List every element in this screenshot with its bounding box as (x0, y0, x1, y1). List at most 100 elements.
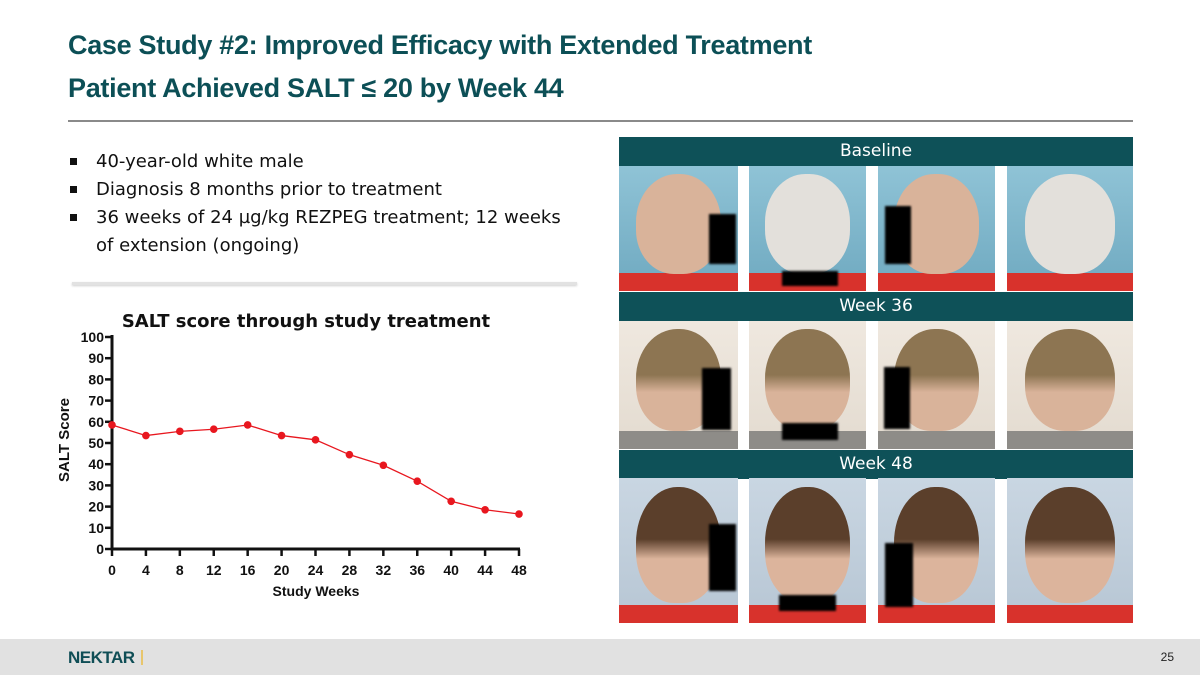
y-axis-label: SALT Score (56, 398, 73, 482)
patient-details-list: 40-year-old white male Diagnosis 8 month… (68, 148, 568, 260)
head-shape (1024, 173, 1116, 274)
data-point (209, 425, 218, 434)
x-tick-label: 48 (511, 562, 527, 578)
face-redaction-box (779, 595, 836, 612)
y-tick-label: 100 (81, 329, 105, 345)
data-point (447, 497, 455, 506)
x-tick-label: 12 (206, 562, 222, 578)
data-point (515, 510, 523, 518)
patient-scalp-photo (749, 478, 866, 623)
bullet-text: Diagnosis 8 months prior to treatment (96, 179, 442, 200)
head-shape (765, 173, 850, 274)
face-redaction-box (885, 543, 914, 608)
data-point (379, 461, 388, 470)
banner-week-48: Week 48 (619, 450, 1133, 479)
bullet-item: 40-year-old white male (68, 148, 568, 176)
patient-scalp-photo (878, 166, 995, 291)
data-point (277, 431, 286, 440)
y-tick-label: 90 (88, 350, 104, 366)
shirt-region (1007, 431, 1133, 449)
face-redaction-box (781, 423, 838, 441)
patient-scalp-photo (749, 166, 866, 291)
page-number: 25 (1160, 650, 1174, 664)
section-divider (72, 282, 577, 285)
bullet-square-icon (70, 214, 77, 221)
y-tick-label: 20 (88, 499, 104, 515)
face-redaction-box (781, 271, 838, 286)
patient-scalp-photo (1007, 321, 1133, 449)
bullet-item: 36 weeks of 24 µg/kg REZPEG treatment; 1… (68, 204, 568, 260)
bullet-text: 40-year-old white male (96, 151, 304, 172)
shirt-region (619, 273, 738, 291)
shirt-region (878, 273, 995, 291)
y-tick-label: 0 (96, 541, 104, 557)
face-redaction-box (709, 524, 736, 592)
x-axis-label: Study Weeks (273, 583, 360, 599)
shirt-region (1007, 605, 1133, 623)
head-shape (635, 173, 722, 274)
bullet-square-icon (70, 158, 77, 165)
patient-scalp-photo (878, 478, 995, 623)
banner-baseline: Baseline (619, 137, 1133, 166)
x-tick-label: 4 (142, 562, 150, 578)
x-tick-label: 0 (108, 562, 116, 578)
logo-separator (141, 650, 143, 665)
y-tick-label: 10 (88, 520, 104, 536)
x-tick-label: 32 (376, 562, 392, 578)
x-tick-label: 20 (274, 562, 290, 578)
patient-scalp-photo (749, 321, 866, 449)
chart-title: SALT score through study treatment (122, 311, 491, 332)
head-shape (635, 486, 722, 603)
page-title: Case Study #2: Improved Efficacy with Ex… (68, 30, 812, 60)
face-redaction-box (885, 206, 911, 264)
patient-scalp-photo (619, 478, 738, 623)
page-subtitle: Patient Achieved SALT ≤ 20 by Week 44 (68, 73, 564, 103)
shirt-region (878, 605, 995, 623)
shirt-region (619, 605, 738, 623)
bullet-text: 36 weeks of 24 µg/kg REZPEG treatment; 1… (96, 207, 561, 256)
salt-score-chart: SALT score through study treatment SALT … (56, 311, 527, 599)
footer-bar: NEKTAR 25 (0, 639, 1200, 675)
face-redaction-box (883, 367, 910, 429)
shirt-region (1007, 273, 1133, 291)
patient-scalp-photo (878, 321, 995, 449)
x-tick-label: 16 (240, 562, 256, 578)
data-point (176, 427, 184, 436)
head-shape (765, 328, 850, 432)
bullet-item: Diagnosis 8 months prior to treatment (68, 176, 568, 204)
patient-scalp-photo (619, 321, 738, 449)
x-tick-label: 44 (477, 562, 493, 578)
x-tick-label: 8 (176, 562, 184, 578)
y-tick-label: 50 (88, 435, 104, 451)
y-tick-label: 40 (88, 456, 104, 472)
x-tick-label: 36 (409, 562, 425, 578)
bullet-square-icon (70, 186, 77, 193)
nektar-logo: NEKTAR (68, 648, 135, 667)
data-point (345, 450, 354, 459)
data-point (413, 477, 422, 485)
shirt-region (749, 605, 866, 623)
x-tick-label: 24 (308, 562, 324, 578)
head-shape (1024, 486, 1116, 603)
data-point (481, 505, 489, 514)
y-tick-label: 30 (88, 477, 104, 493)
data-point (142, 431, 150, 440)
patient-scalp-photo (1007, 166, 1133, 291)
x-tick-label: 40 (443, 562, 459, 578)
banner-week-36: Week 36 (619, 292, 1133, 321)
data-point (311, 436, 320, 444)
y-tick-label: 60 (88, 414, 104, 430)
data-point (108, 421, 116, 429)
head-shape (1024, 328, 1116, 432)
y-tick-label: 70 (88, 393, 104, 409)
head-shape (765, 486, 850, 603)
patient-scalp-photo (1007, 478, 1133, 623)
title-divider (68, 120, 1133, 122)
shirt-region (878, 431, 995, 449)
patient-scalp-photo (619, 166, 738, 291)
data-point (243, 421, 252, 429)
face-redaction-box (709, 213, 736, 264)
x-tick-label: 28 (342, 562, 358, 578)
y-tick-label: 80 (88, 371, 104, 387)
shirt-region (619, 431, 738, 449)
